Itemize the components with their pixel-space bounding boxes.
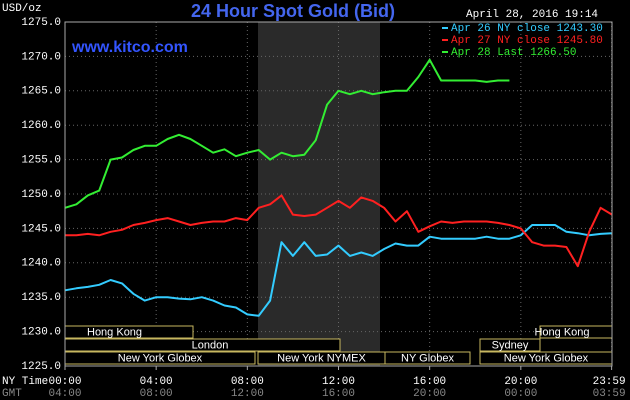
session-box — [479, 338, 541, 352]
session-label: Hong Kong — [87, 326, 142, 338]
session-label: New York Globex — [504, 352, 589, 364]
x2-tick-label: 04:00 — [48, 388, 81, 400]
timestamp: April 28, 2016 19:14 — [466, 9, 598, 21]
y-tick-label: 1250.0 — [21, 189, 61, 201]
session-label: New York Globex — [118, 352, 203, 364]
legend-label: Apr 26 NY close 1243.30 — [451, 23, 603, 35]
x-tick-label: 16:00 — [413, 376, 446, 388]
x2-tick-label: 00:00 — [504, 388, 537, 400]
y-tick-label: 1230.0 — [21, 327, 61, 339]
x-tick-label: 20:00 — [504, 376, 537, 388]
x2-tick-label: 16:00 — [322, 388, 355, 400]
lines — [64, 58, 613, 317]
x-tick-label: 12:00 — [322, 376, 355, 388]
session-label: London — [192, 339, 229, 351]
y-tick-label: 1255.0 — [21, 155, 61, 167]
x-tick-label: 23:59 — [593, 376, 626, 388]
chart-title: 24 Hour Spot Gold (Bid) — [191, 1, 395, 21]
session-box — [384, 351, 471, 365]
y-tick-label: 1225.0 — [21, 361, 61, 373]
y-tick-label: 1240.0 — [21, 258, 61, 270]
x2-tick-label: 03:59 — [593, 388, 626, 400]
x-tick-label: 08:00 — [231, 376, 264, 388]
website: www.kitco.com — [71, 39, 188, 56]
x-tick-label: 04:00 — [140, 376, 173, 388]
x2-tick-label: 12:00 — [231, 388, 264, 400]
x-tick-label: 00:00 — [48, 376, 81, 388]
legend-label: Apr 28 Last 1266.50 — [451, 47, 576, 59]
y-tick-label: 1275.0 — [21, 17, 61, 29]
y-tick-label: 1260.0 — [21, 120, 61, 132]
x2-tick-label: 08:00 — [140, 388, 173, 400]
y-tick-label: 1265.0 — [21, 86, 61, 98]
y-tick-label: 1270.0 — [21, 51, 61, 63]
series-line — [65, 194, 613, 268]
session-label: NY Globex — [401, 352, 454, 364]
shaded-session — [258, 22, 380, 366]
y-axis-label: USD/oz — [2, 3, 42, 15]
session-label: New York NYMEX — [277, 352, 366, 364]
x2-axis-label: GMT — [2, 388, 22, 400]
x-axis-label: NY Time — [2, 376, 48, 388]
series-line — [64, 58, 510, 209]
session-label: Hong Kong — [534, 326, 589, 338]
series-line — [64, 224, 613, 317]
legend-label: Apr 27 NY close 1245.80 — [451, 35, 603, 47]
session-label: Sydney — [492, 339, 529, 351]
y-tick-label: 1245.0 — [21, 223, 61, 235]
y-tick-label: 1235.0 — [21, 292, 61, 304]
x2-tick-label: 20:00 — [413, 388, 446, 400]
plot-frame — [64, 21, 613, 367]
